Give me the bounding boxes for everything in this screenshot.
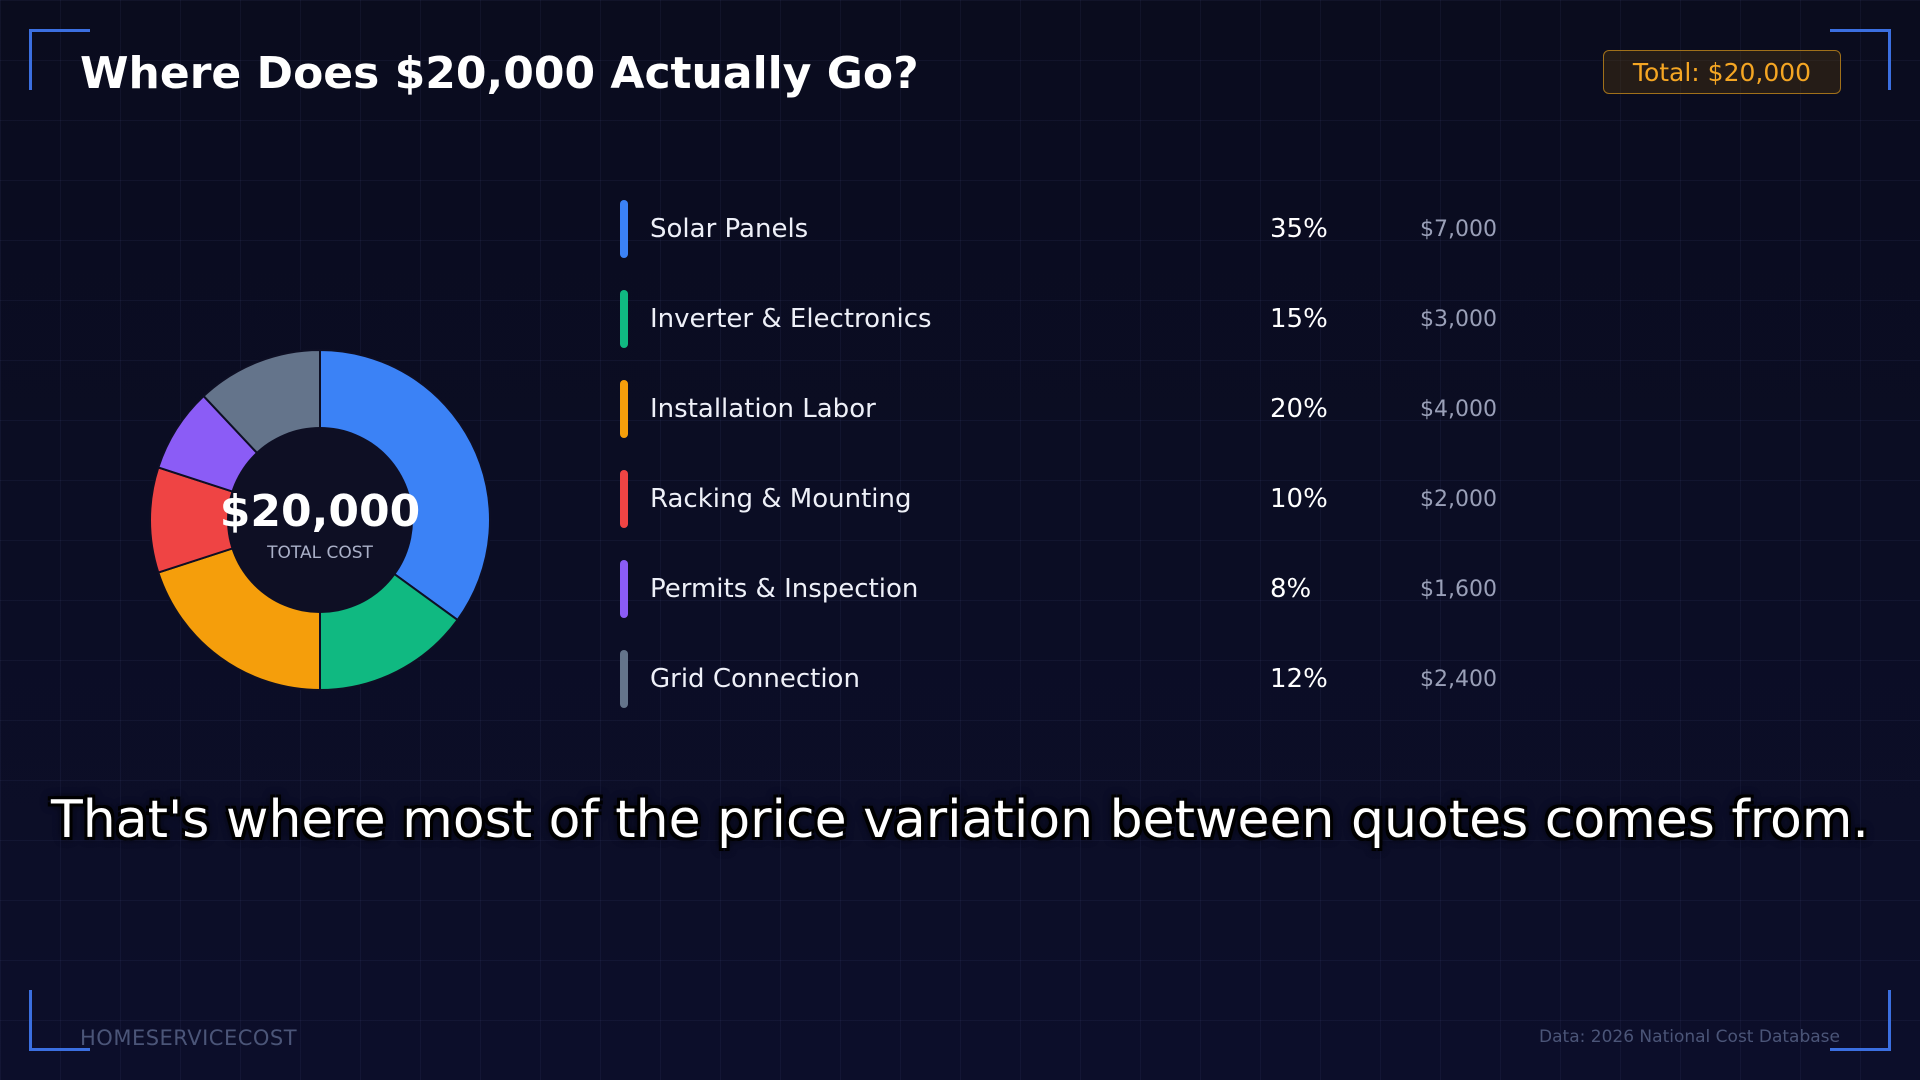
legend-color-bar: [620, 200, 628, 258]
legend-amount: $2,000: [1420, 487, 1497, 512]
legend-amount: $4,000: [1420, 397, 1497, 422]
data-source-note: Data: 2026 National Cost Database: [1539, 1027, 1840, 1047]
legend-item: Solar Panels 35% $7,000: [620, 200, 1520, 258]
legend-color-bar: [620, 380, 628, 438]
legend-color-bar: [620, 650, 628, 708]
legend-label: Installation Labor: [650, 394, 876, 424]
legend-amount: $1,600: [1420, 577, 1497, 602]
corner-bracket-top-left: [29, 29, 90, 90]
donut-center-value: $20,000: [220, 486, 420, 537]
corner-bracket-top-right: [1830, 29, 1891, 90]
legend-amount: $3,000: [1420, 307, 1497, 332]
donut-chart: $20,000 TOTAL COST: [149, 348, 491, 692]
legend-label: Grid Connection: [650, 664, 860, 694]
legend-amount: $7,000: [1420, 217, 1497, 242]
corner-bracket-bottom-right: [1830, 990, 1891, 1051]
legend-percent: 15%: [1270, 304, 1328, 334]
brand-logo-text: HOMESERVICECOST: [80, 1026, 298, 1050]
legend-item: Installation Labor 20% $4,000: [620, 380, 1520, 438]
legend-amount: $2,400: [1420, 667, 1497, 692]
legend-label: Solar Panels: [650, 214, 809, 244]
legend-percent: 8%: [1270, 574, 1312, 604]
legend-percent: 35%: [1270, 214, 1328, 244]
legend-item: Grid Connection 12% $2,400: [620, 650, 1520, 708]
legend-percent: 20%: [1270, 394, 1328, 424]
total-badge: Total: $20,000: [1603, 50, 1841, 94]
legend-item: Permits & Inspection 8% $1,600: [620, 560, 1520, 618]
legend-label: Inverter & Electronics: [650, 304, 932, 334]
donut-hole: [227, 427, 413, 613]
corner-bracket-bottom-left: [29, 990, 90, 1051]
donut-center-label: TOTAL COST: [266, 543, 373, 563]
legend-percent: 12%: [1270, 664, 1328, 694]
subtitle-caption: That's where most of the price variation…: [51, 790, 1869, 850]
legend-item: Racking & Mounting 10% $2,000: [620, 470, 1520, 528]
legend-item: Inverter & Electronics 15% $3,000: [620, 290, 1520, 348]
legend-color-bar: [620, 560, 628, 618]
legend-percent: 10%: [1270, 484, 1328, 514]
legend-color-bar: [620, 470, 628, 528]
legend-label: Racking & Mounting: [650, 484, 912, 514]
page-title: Where Does $20,000 Actually Go?: [80, 48, 919, 99]
legend-color-bar: [620, 290, 628, 348]
legend-label: Permits & Inspection: [650, 574, 919, 604]
